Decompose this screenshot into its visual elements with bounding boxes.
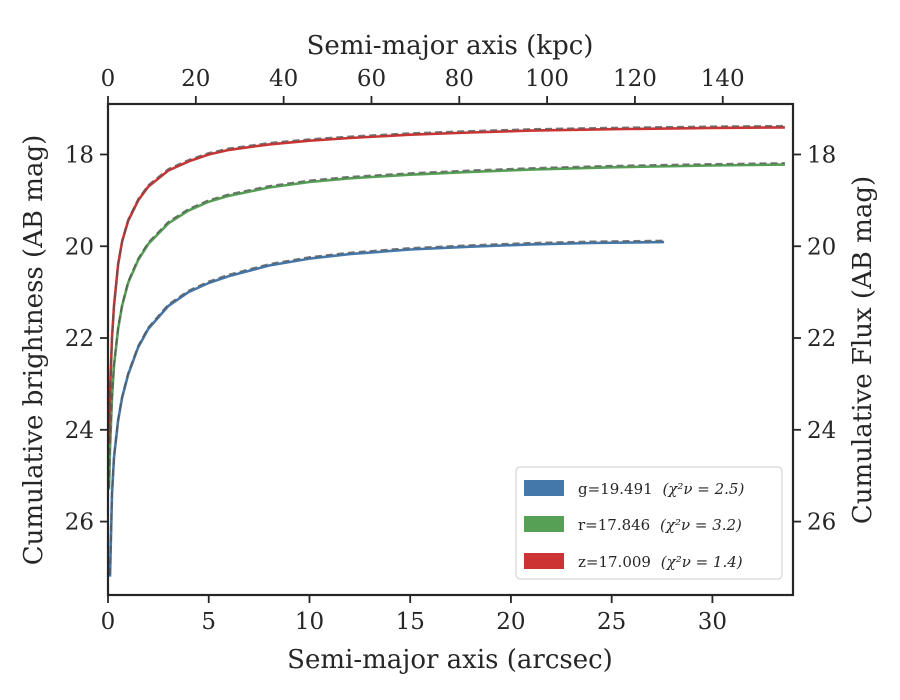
series-line-r <box>107 163 785 490</box>
top-x-tick-label: 60 <box>357 66 386 92</box>
legend-label-g: g=19.491 <box>578 480 653 498</box>
top-x-tick-label: 20 <box>181 66 210 92</box>
legend-label-r: r=17.846 <box>578 516 650 534</box>
right-y-tick-label: 20 <box>807 234 836 260</box>
x-tick-label: 10 <box>295 609 324 635</box>
top-x-tick-label: 120 <box>613 66 657 92</box>
legend-swatch-z <box>524 553 564 569</box>
legend-chi-r: (χ²ν = 3.2) <box>660 516 742 534</box>
x-tick-label: 5 <box>201 609 216 635</box>
legend-entry-z: z=17.009 (χ²ν = 1.4) <box>524 553 743 571</box>
legend: g=19.491 (χ²ν = 2.5) r=17.846 (χ²ν = 3.2… <box>515 466 783 580</box>
right-y-tick-label: 22 <box>807 326 836 352</box>
right-y-tick-label: 18 <box>807 142 836 168</box>
top-x-tick-label: 140 <box>701 66 745 92</box>
axis-ticks: 0 5 10 15 20 25 30 0 20 40 60 80 100 120 140 18 18 20 20 22… <box>65 66 837 635</box>
legend-swatch-g <box>524 480 564 496</box>
model-line-z <box>108 124 785 443</box>
right-y-tick-label: 24 <box>807 418 836 444</box>
svg-text:z=17.009 (χ²ν = 1.4): z=17.009 (χ²ν = 1.4) <box>578 553 743 571</box>
x-tick-label: 20 <box>496 609 525 635</box>
y-tick-label: 26 <box>65 510 94 536</box>
series-curves <box>107 124 785 577</box>
top-x-tick-label: 40 <box>269 66 298 92</box>
legend-entry-r: r=17.846 (χ²ν = 3.2) <box>524 516 742 534</box>
y-axis-label: Cumulative brightness (AB mag) <box>19 135 49 566</box>
legend-chi-g: (χ²ν = 2.5) <box>662 480 744 498</box>
plot-frame <box>106 102 795 597</box>
svg-text:r=17.846 (χ²ν = 3.2): r=17.846 (χ²ν = 3.2) <box>578 516 742 534</box>
legend-swatch-r <box>524 516 564 532</box>
right-y-axis-label: Cumulative Flux (AB mag) <box>848 176 878 524</box>
model-line-g <box>109 239 665 576</box>
legend-box <box>515 466 783 580</box>
y-tick-label: 24 <box>65 418 94 444</box>
top-x-tick-label: 80 <box>445 66 474 92</box>
top-x-tick-label: 0 <box>101 66 116 92</box>
legend-entry-g: g=19.491 (χ²ν = 2.5) <box>524 480 744 498</box>
legend-chi-z: (χ²ν = 1.4) <box>661 553 743 571</box>
model-line-r <box>108 162 785 488</box>
x-axis-label: Semi-major axis (arcsec) <box>287 645 613 675</box>
y-tick-label: 18 <box>65 142 94 168</box>
svg-text:g=19.491 (χ²ν = 2.5): g=19.491 (χ²ν = 2.5) <box>578 480 744 498</box>
legend-label-z: z=17.009 <box>578 553 651 571</box>
top-x-axis-label: Semi-major axis (kpc) <box>307 31 594 61</box>
x-tick-label: 15 <box>396 609 425 635</box>
right-y-tick-label: 26 <box>807 510 836 536</box>
y-tick-label: 20 <box>65 234 94 260</box>
top-x-tick-label: 100 <box>525 66 569 92</box>
x-tick-label: 30 <box>698 609 727 635</box>
y-tick-label: 22 <box>65 326 94 352</box>
x-tick-label: 0 <box>101 609 116 635</box>
x-tick-label: 25 <box>597 609 626 635</box>
